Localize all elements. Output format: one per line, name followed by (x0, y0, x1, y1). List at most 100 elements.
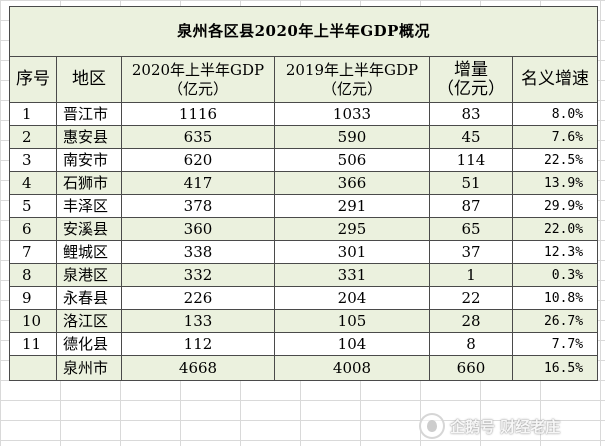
cell-gdp-2020: 338 (121, 240, 275, 264)
cell-region: 泉港区 (56, 263, 122, 287)
cell-growth: 7.7% (511, 332, 599, 356)
cell-gdp-2020: 112 (121, 332, 275, 356)
cell-growth: 22.0% (511, 217, 599, 241)
cell-increase: 83 (429, 102, 513, 126)
cell-increase: 51 (429, 171, 513, 195)
table-row: 7 鲤城区 338 301 37 12.3% (9, 240, 599, 264)
total-cell-seq (9, 355, 57, 381)
cell-increase: 87 (429, 194, 513, 218)
watermark-text: 企鹅号 财经老庄 (450, 418, 561, 436)
cell-seq: 3 (9, 148, 57, 172)
cell-region: 丰泽区 (56, 194, 122, 218)
header-seq: 序号 (9, 56, 57, 103)
cell-growth: 7.6% (511, 125, 599, 149)
table-row: 8 泉港区 332 331 1 0.3% (9, 263, 599, 287)
cell-growth: 10.8% (511, 286, 599, 310)
cell-gdp-2019: 506 (274, 148, 430, 172)
cell-gdp-2019: 204 (274, 286, 430, 310)
table-row: 3 南安市 620 506 114 22.5% (9, 148, 599, 172)
header-gdp-2019: 2019年上半年GDP （亿元） (274, 56, 430, 103)
total-row: 泉州市 4668 4008 660 16.5% (9, 355, 599, 381)
cell-gdp-2020: 620 (121, 148, 275, 172)
cell-region: 南安市 (56, 148, 122, 172)
table-row: 2 惠安县 635 590 45 7.6% (9, 125, 599, 149)
header-region: 地区 (56, 56, 122, 103)
total-cell-region: 泉州市 (56, 355, 122, 381)
cell-increase: 28 (429, 309, 513, 333)
table-row: 5 丰泽区 378 291 87 29.9% (9, 194, 599, 218)
table-row: 11 德化县 112 104 8 7.7% (9, 332, 599, 356)
cell-seq: 8 (9, 263, 57, 287)
table-row: 10 洛江区 133 105 28 26.7% (9, 309, 599, 333)
cell-seq: 9 (9, 286, 57, 310)
cell-gdp-2020: 417 (121, 171, 275, 195)
cell-region: 安溪县 (56, 217, 122, 241)
cell-region: 石狮市 (56, 171, 122, 195)
table-row: 6 安溪县 360 295 65 22.0% (9, 217, 599, 241)
cell-gdp-2020: 360 (121, 217, 275, 241)
header-increase-line2: （亿元） (437, 78, 505, 99)
cell-gdp-2020: 226 (121, 286, 275, 310)
table-title: 泉州各区县2020年上半年GDP概况 (8, 6, 599, 57)
cell-gdp-2019: 1033 (274, 102, 430, 126)
cell-increase: 114 (429, 148, 513, 172)
cell-seq: 7 (9, 240, 57, 264)
cell-growth: 12.3% (511, 240, 599, 264)
cell-gdp-2019: 295 (274, 217, 430, 241)
cell-increase: 22 (429, 286, 513, 310)
cell-gdp-2020: 332 (121, 263, 275, 287)
cell-gdp-2019: 104 (274, 332, 430, 356)
header-gdp-2020-line2: （亿元） (167, 79, 228, 98)
cell-gdp-2019: 291 (274, 194, 430, 218)
cell-gdp-2020: 1116 (121, 102, 275, 126)
penguin-logo-icon (419, 413, 445, 439)
cell-seq: 11 (9, 332, 57, 356)
cell-gdp-2020: 378 (121, 194, 275, 218)
cell-gdp-2019: 366 (274, 171, 430, 195)
cell-growth: 8.0% (511, 102, 599, 126)
cell-region: 德化县 (56, 332, 122, 356)
total-cell-gdp-2019: 4008 (274, 355, 430, 381)
cell-seq: 2 (9, 125, 57, 149)
table-row: 4 石狮市 417 366 51 13.9% (9, 171, 599, 195)
cell-growth: 26.7% (511, 309, 599, 333)
header-growth: 名义增速 (511, 56, 599, 103)
gdp-table: 泉州各区县2020年上半年GDP概况 序号 地区 2020年上半年GDP （亿元… (8, 6, 599, 381)
cell-gdp-2019: 105 (274, 309, 430, 333)
cell-gdp-2020: 635 (121, 125, 275, 149)
cell-region: 永春县 (56, 286, 122, 310)
cell-increase: 1 (429, 263, 513, 287)
cell-region: 洛江区 (56, 309, 122, 333)
cell-growth: 13.9% (511, 171, 599, 195)
total-cell-gdp-2020: 4668 (121, 355, 275, 381)
cell-increase: 8 (429, 332, 513, 356)
cell-seq: 5 (9, 194, 57, 218)
cell-growth: 22.5% (511, 148, 599, 172)
cell-increase: 37 (429, 240, 513, 264)
header-increase-line1: 增量 (454, 59, 488, 80)
header-gdp-2020-line1: 2020年上半年GDP (131, 60, 265, 79)
total-cell-growth: 16.5% (511, 355, 599, 381)
cell-gdp-2019: 590 (274, 125, 430, 149)
header-row: 序号 地区 2020年上半年GDP （亿元） 2019年上半年GDP （亿元） … (9, 56, 599, 103)
table-title-row: 泉州各区县2020年上半年GDP概况 (8, 6, 599, 57)
cell-region: 晋江市 (56, 102, 122, 126)
header-gdp-2019-line2: （亿元） (321, 79, 382, 98)
table-row: 9 永春县 226 204 22 10.8% (9, 286, 599, 310)
cell-growth: 29.9% (511, 194, 599, 218)
header-increase: 增量 （亿元） (429, 56, 513, 103)
cell-growth: 0.3% (511, 263, 599, 287)
cell-region: 鲤城区 (56, 240, 122, 264)
cell-seq: 4 (9, 171, 57, 195)
table-row: 1 晋江市 1116 1033 83 8.0% (9, 102, 599, 126)
cell-gdp-2020: 133 (121, 309, 275, 333)
cell-gdp-2019: 301 (274, 240, 430, 264)
cell-seq: 6 (9, 217, 57, 241)
total-cell-increase: 660 (429, 355, 513, 381)
header-gdp-2019-line1: 2019年上半年GDP (285, 60, 419, 79)
cell-seq: 1 (9, 102, 57, 126)
header-gdp-2020: 2020年上半年GDP （亿元） (121, 56, 275, 103)
cell-gdp-2019: 331 (274, 263, 430, 287)
cell-increase: 45 (429, 125, 513, 149)
cell-region: 惠安县 (56, 125, 122, 149)
